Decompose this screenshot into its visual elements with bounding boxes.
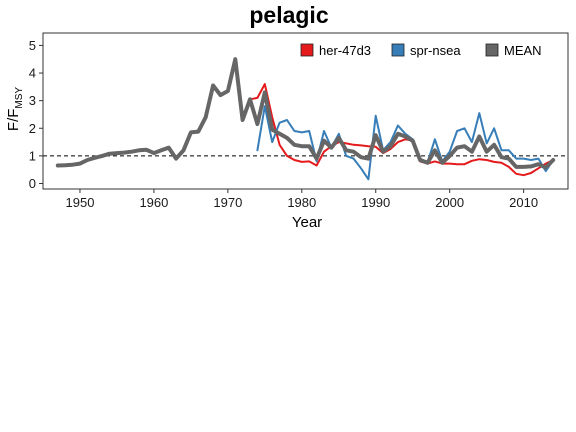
series-line-mean	[55, 57, 556, 170]
y-tick-label: 1	[29, 148, 36, 163]
y-tick-label: 2	[29, 121, 36, 136]
legend-key-mean	[485, 43, 499, 57]
legend-key-her-47d3	[300, 43, 314, 57]
x-axis-title: Year	[292, 214, 322, 231]
chart-title: pelagic	[249, 2, 328, 28]
y-axis-title-sub: MSY	[14, 87, 25, 109]
legend-label-mean: MEAN	[504, 43, 542, 58]
x-tick-label: 1970	[213, 195, 242, 210]
y-tick-label: 3	[29, 93, 36, 108]
y-axis-title: F/FMSY	[5, 87, 25, 132]
y-tick-label: 0	[29, 176, 36, 191]
axes: 1950 1960 1970 1980 1990 2000 2010 0 1 2 3 4 5	[29, 32, 569, 210]
svg-text:F/FMSY: F/FMSY	[5, 87, 25, 132]
series-line-spr-nsea	[256, 105, 555, 181]
legend: her-47d3 spr-nsea MEAN	[300, 43, 542, 58]
panel-border	[42, 32, 569, 190]
y-tick-label: 4	[29, 66, 36, 81]
x-tick-label: 1990	[361, 195, 390, 210]
legend-key-spr-nsea	[391, 43, 405, 57]
x-tick-label: 1980	[287, 195, 316, 210]
x-tick-label: 2000	[435, 195, 464, 210]
x-tick-label: 2010	[509, 195, 538, 210]
plot-area	[43, 57, 568, 181]
legend-label-spr-nsea: spr-nsea	[410, 43, 461, 58]
x-tick-label: 1950	[66, 195, 95, 210]
x-tick-label: 1960	[139, 195, 168, 210]
legend-label-her-47d3: her-47d3	[319, 43, 371, 58]
y-axis-title-main: F/F	[5, 109, 22, 132]
y-tick-label: 5	[29, 38, 36, 53]
